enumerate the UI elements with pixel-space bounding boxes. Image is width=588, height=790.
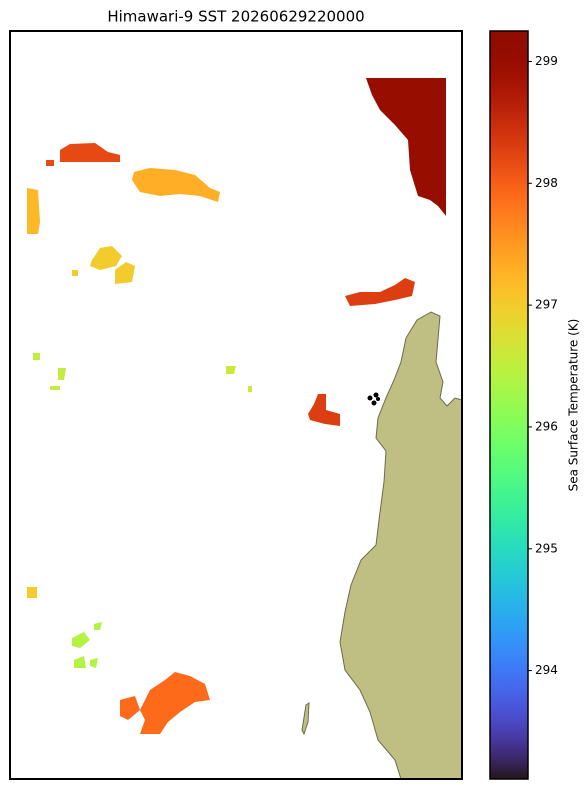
sst-patch [140,672,210,734]
station-marker [367,395,373,401]
coastline [339,311,462,779]
sst-patch [94,622,102,630]
sst-patch [74,656,86,668]
sst-patch [60,143,120,162]
sst-patch [345,278,415,306]
land [301,311,462,779]
sst-patch [46,160,54,166]
sst-patch [120,696,140,720]
station-marker [373,392,379,398]
colorbar-tick-label: 297 [535,298,558,312]
sst-patch [33,353,40,360]
station-marker [376,397,380,401]
sst-patch [132,168,220,202]
colorbar-tick-label: 295 [535,541,558,555]
sst-patch [90,658,98,668]
sst-patch [72,270,78,276]
chart-title: Himawari-9 SST 20260629220000 [107,8,364,26]
colorbar-tick-label: 294 [535,663,558,677]
sst-patch [27,587,37,598]
map-frame [9,30,463,780]
sst-patch [50,386,60,390]
colorbar-tick-label: 298 [535,176,558,190]
colorbar-tick-label: 296 [535,419,558,433]
colorbar-label: Sea Surface Temperature (K) [567,319,581,492]
colorbar-tick-label: 299 [535,54,558,68]
island [301,702,310,736]
sst-patch [248,386,252,392]
station-marker [371,400,377,406]
colorbar [489,30,529,780]
sst-patch [366,78,446,216]
sst-patch [27,188,40,234]
sst-patch [226,366,236,374]
sst-patch [58,368,66,380]
sst-patch [308,394,340,426]
sst-patch [72,632,90,648]
sst-patch [90,246,122,270]
sst-patch [115,262,135,284]
